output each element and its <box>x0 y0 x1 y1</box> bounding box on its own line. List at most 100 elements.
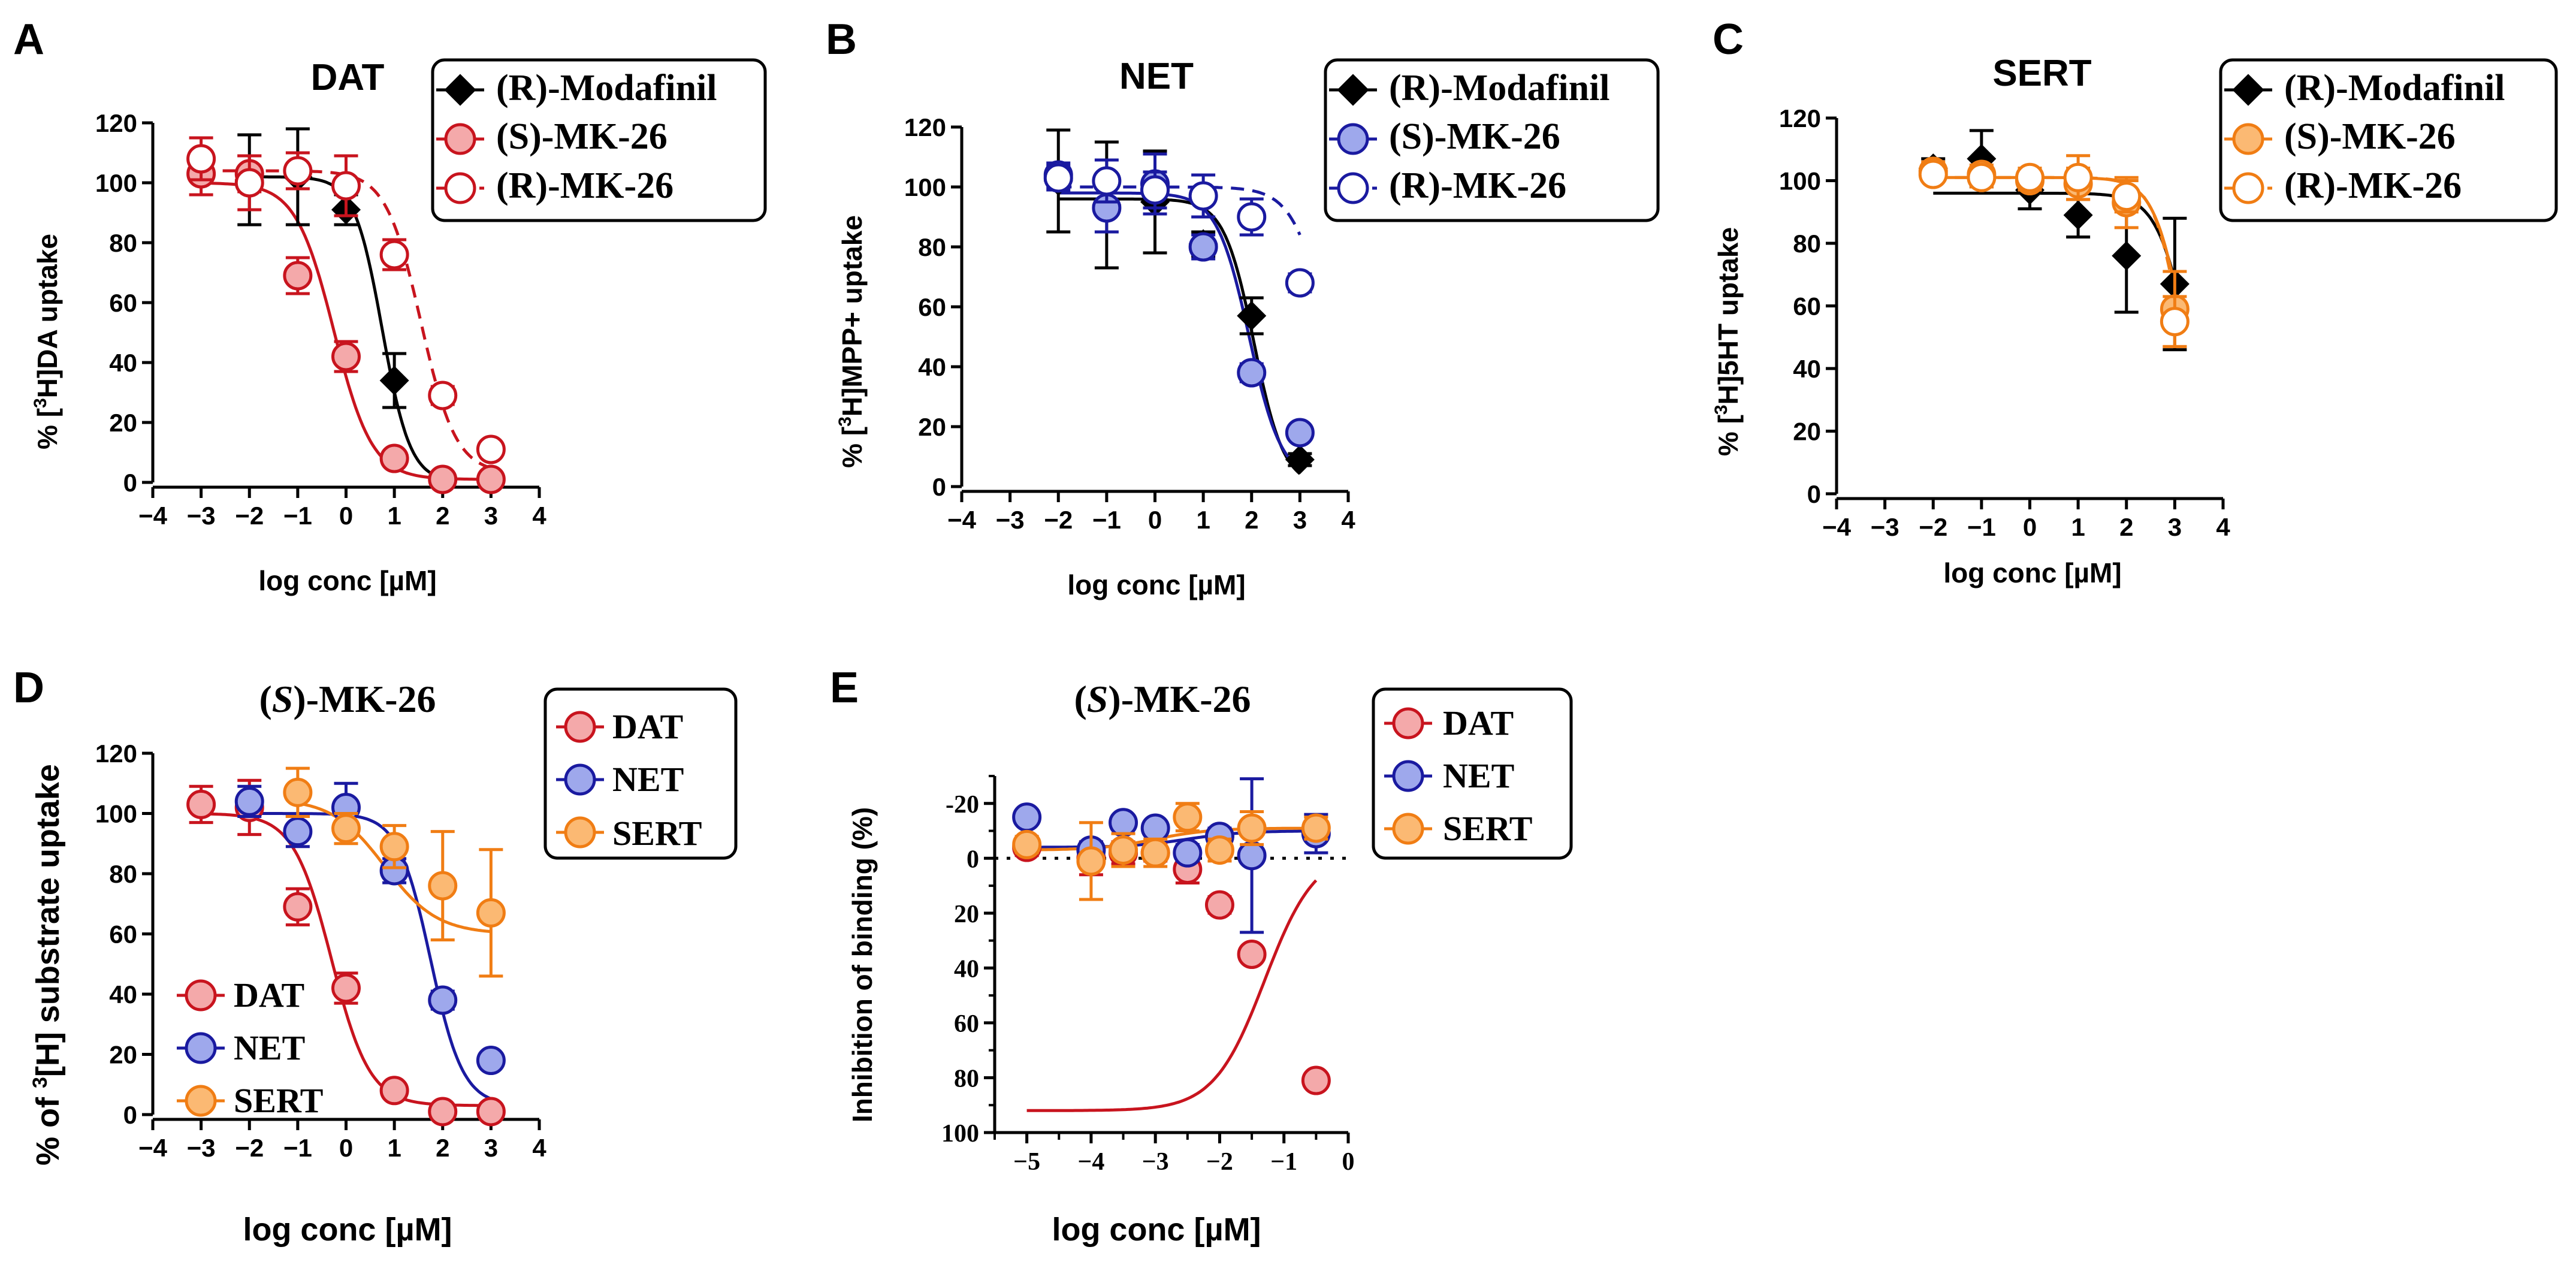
chart-b-point-1 <box>1285 445 1315 475</box>
chart-b-xlabel: log conc [µM] <box>1067 569 1245 600</box>
chart-b-point-2 <box>1188 232 1218 262</box>
chart-c-x-tick-label: −1 <box>1967 513 1996 541</box>
chart-e-point-3 <box>1140 838 1170 868</box>
chart-a-legend-symbol-3 <box>444 172 476 204</box>
chart-a-x-tick-label: 3 <box>484 502 498 530</box>
chart-d-x-tick-label: −3 <box>187 1134 216 1162</box>
chart-b-point-3 <box>1237 202 1267 232</box>
chart-e-x-tick-label: −5 <box>1013 1148 1040 1176</box>
chart-e-x-tick-label: 0 <box>1342 1148 1355 1176</box>
chart-d-inset-legend-symbol-1 <box>185 979 217 1012</box>
chart-d-title: (S)-MK-26 <box>259 678 436 720</box>
chart-a-y-tick-label: 80 <box>109 229 137 257</box>
chart-e-point-1 <box>1301 1065 1331 1095</box>
chart-b-point-1 <box>1237 301 1267 331</box>
chart-d-legend: DAT NET SERT <box>543 687 738 860</box>
chart-d-plot: 0 20 40 60 80 100 120 −4 −3 −2 −1 0 1 2 3 4 <box>95 739 546 1162</box>
chart-e-point-3 <box>1109 835 1138 865</box>
chart-e-fit-1 <box>1026 879 1318 1112</box>
chart-b-title: NET <box>1119 56 1194 97</box>
chart-a-y-tick-label: 120 <box>95 109 137 137</box>
chart-e-y-tick-label: 20 <box>954 901 979 928</box>
chart-d-inset-legend-label-1: DAT <box>234 976 304 1015</box>
chart-c-x-tick-label: 4 <box>2216 513 2230 541</box>
chart-b-fit-1 <box>1058 197 1301 475</box>
chart-a-fit-2 <box>201 182 491 481</box>
panel-d: D (S)-MK-26 % of 3[H] substrate uptake l… <box>13 664 738 1248</box>
chart-d-point-3 <box>428 871 458 901</box>
chart-e-legend-marker-2 <box>1384 760 1432 792</box>
chart-e-point-2 <box>1140 813 1170 843</box>
chart-e-point-2 <box>1109 808 1138 838</box>
chart-b-legend-symbol-2 <box>1337 123 1369 155</box>
chart-d-point-1 <box>379 1076 409 1106</box>
chart-d-y-tick-label: 100 <box>95 800 137 828</box>
chart-e-fit-3 <box>1026 826 1316 852</box>
chart-c-legend-symbol-3 <box>2232 172 2264 204</box>
chart-b-legend-marker-1 <box>1329 74 1377 106</box>
chart-d-point-3 <box>476 898 506 928</box>
chart-b-y-tick-label: 0 <box>932 473 946 501</box>
chart-e-legend-symbol-1 <box>1392 707 1424 739</box>
chart-c-x-tick-label: −2 <box>1919 513 1947 541</box>
chart-a-y-tick-label: 60 <box>109 289 137 317</box>
panel-letter-e: E <box>830 664 859 712</box>
chart-c-x-tick-label: 1 <box>2071 513 2085 541</box>
chart-e-y-tick-label: 80 <box>954 1065 979 1092</box>
chart-a-y-tick-label: 20 <box>109 409 137 437</box>
chart-a-legend-marker-3 <box>436 172 484 204</box>
chart-c-point-1 <box>2112 241 2142 271</box>
chart-c-x-tick-label: 2 <box>2119 513 2133 541</box>
chart-a-point-3 <box>186 144 216 174</box>
chart-c-legend-marker-3 <box>2224 172 2272 204</box>
chart-b-point-2 <box>1237 358 1267 388</box>
chart-b-legend-label-3: (R)-MK-26 <box>1389 165 1566 206</box>
chart-d-inset-legend: DAT NET SERT <box>177 976 323 1120</box>
chart-e-y-tick-label: 0 <box>967 846 979 873</box>
chart-d-point-1 <box>428 1097 458 1127</box>
chart-e-y-tick-label: 60 <box>954 1010 979 1038</box>
chart-b-point-3 <box>1285 268 1315 298</box>
chart-b-point-3 <box>1043 163 1073 193</box>
chart-d-point-1 <box>331 973 361 1003</box>
chart-c-point-3 <box>2112 182 2142 212</box>
chart-a-legend-label-3: (R)-MK-26 <box>496 165 674 206</box>
chart-a-legend: (R)-Modafinil (S)-MK-26 (R)-MK-26 <box>431 58 767 222</box>
chart-e-legend-label-2: NET <box>1443 756 1514 795</box>
chart-e-y-tick-label: -20 <box>946 791 979 819</box>
chart-e-y-tick-label: 40 <box>954 955 979 983</box>
chart-c-y-tick-label: 100 <box>1779 167 1821 195</box>
chart-e-legend-symbol-2 <box>1392 760 1424 792</box>
chart-b-legend-symbol-3 <box>1337 172 1369 204</box>
chart-c-point-3 <box>2160 307 2190 337</box>
chart-a-xlabel: log conc [µM] <box>258 565 436 596</box>
chart-d-x-tick-label: −4 <box>138 1134 168 1162</box>
chart-b-legend: (R)-Modafinil (S)-MK-26 (R)-MK-26 <box>1324 58 1660 222</box>
chart-c-legend-symbol-2 <box>2232 123 2264 155</box>
chart-a-point-3 <box>428 381 458 410</box>
chart-b-point-2 <box>1285 418 1315 448</box>
chart-e-legend-symbol-3 <box>1392 813 1424 845</box>
chart-b-y-tick-label: 80 <box>918 233 946 261</box>
chart-c-title: SERT <box>1992 53 2091 94</box>
chart-d-fit-2 <box>249 812 492 1100</box>
chart-c-legend-marker-2 <box>2224 123 2272 155</box>
panel-b: B NET % [3H]MPP+ uptake log conc [µM] 0 2… <box>826 16 1660 600</box>
chart-e-point-3 <box>1076 846 1106 876</box>
chart-d-inset-legend-symbol-2 <box>185 1032 217 1064</box>
chart-d-x-tick-label: 4 <box>532 1134 546 1162</box>
chart-b-y-tick-label: 120 <box>904 113 946 141</box>
chart-a-point-3 <box>476 434 506 464</box>
chart-c-plot: 0 20 40 60 80 100 120 −4 −3 −2 −1 0 1 2 3 4 <box>1779 104 2230 541</box>
chart-e-point-3 <box>1301 813 1331 843</box>
chart-a-point-2 <box>331 342 361 372</box>
chart-e-point-2 <box>1012 802 1042 832</box>
chart-b-x-tick-label: −4 <box>947 506 977 534</box>
chart-a-legend-symbol-2 <box>444 123 476 155</box>
chart-e-legend-box <box>1372 687 1573 860</box>
panel-letter-c: C <box>1713 16 1744 64</box>
chart-e-ylabel: Inhibition of binding (%) <box>847 807 878 1122</box>
chart-a-legend-marker-1 <box>436 74 484 106</box>
chart-a-legend-symbol-1 <box>444 74 476 106</box>
